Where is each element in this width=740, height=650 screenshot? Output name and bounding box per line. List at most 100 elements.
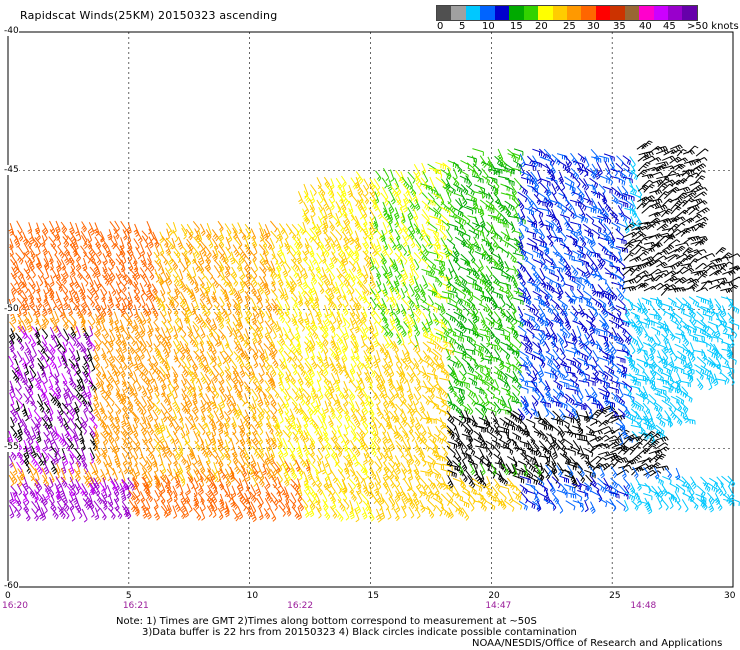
wind-barb: [321, 325, 329, 339]
wind-barb: [297, 365, 306, 377]
wind-barb: [440, 468, 453, 477]
wind-barb: [135, 365, 144, 379]
wind-barb: [507, 490, 514, 504]
wind-barb: [174, 283, 181, 296]
wind-barb: [41, 388, 46, 402]
wind-barb: [246, 486, 252, 500]
wind-barb: [563, 283, 574, 291]
wind-barb: [17, 276, 25, 289]
wind-barb: [99, 481, 106, 494]
time-label: 16:22: [287, 601, 314, 611]
wind-barb: [612, 305, 622, 317]
wind-barb: [258, 372, 264, 384]
wind-barb: [159, 231, 165, 244]
wind-barb: [102, 499, 108, 511]
wind-barb: [702, 356, 714, 368]
wind-barb: [133, 357, 139, 372]
wind-barb: [100, 432, 109, 445]
wind-barb: [10, 403, 17, 417]
wind-barb: [218, 380, 225, 394]
wind-barb: [284, 425, 293, 437]
wind-barb: [708, 264, 723, 270]
wind-barb: [565, 500, 576, 511]
wind-barb: [133, 505, 140, 517]
wind-barb: [309, 492, 318, 505]
wind-barb: [414, 431, 424, 445]
wind-barb: [68, 499, 75, 511]
wind-barb: [674, 245, 686, 253]
wind-barb: [16, 297, 25, 311]
wind-barb: [96, 493, 103, 505]
wind-barb: [303, 445, 310, 457]
wind-barb: [426, 341, 437, 349]
wind-barb: [106, 340, 114, 353]
wind-barb: [350, 408, 358, 422]
wind-barb: [133, 223, 140, 237]
wind-barb: [323, 485, 332, 497]
wind-barb: [86, 295, 96, 308]
wind-barb: [375, 238, 382, 253]
wind-barb: [706, 492, 715, 505]
wind-barb: [609, 212, 619, 225]
wind-barb: [361, 438, 369, 452]
wind-barb: [186, 303, 193, 318]
wind-barb: [236, 313, 243, 327]
wind-barb: [322, 363, 329, 377]
wind-barb: [584, 333, 590, 347]
wind-barb: [161, 461, 167, 475]
wind-barb: [95, 243, 102, 257]
wind-barb: [255, 482, 262, 497]
wind-barb: [654, 393, 667, 402]
wind-barb: [126, 381, 135, 394]
wind-barb: [375, 280, 382, 294]
wind-barb: [415, 416, 422, 431]
wind-barb: [80, 423, 88, 435]
wind-barb: [570, 264, 579, 277]
wind-barb: [381, 186, 389, 201]
wind-barb: [290, 380, 299, 394]
wind-barb: [347, 223, 353, 237]
wind-barb: [389, 438, 395, 452]
wind-barb: [118, 319, 125, 333]
wind-barb: [94, 306, 103, 320]
wind-barb: [43, 431, 50, 444]
wind-barb: [57, 402, 64, 416]
wind-barb: [348, 260, 357, 273]
wind-barb: [35, 491, 44, 503]
wind-barb: [298, 283, 306, 297]
wind-barb: [578, 380, 590, 387]
wind-barb: [322, 320, 329, 333]
wind-barb: [93, 356, 101, 369]
wind-barb: [76, 379, 83, 392]
wind-barb: [363, 257, 372, 270]
wind-barb: [181, 364, 189, 378]
wind-barb: [141, 235, 149, 248]
wind-barb: [102, 253, 108, 266]
wind-barb: [415, 378, 422, 392]
wind-barb: [125, 431, 133, 445]
wind-barb: [211, 229, 219, 242]
wind-barb: [179, 508, 186, 520]
wind-barb: [264, 282, 271, 296]
wind-barb: [572, 490, 583, 502]
wind-barb: [63, 297, 69, 311]
wind-barb: [179, 340, 187, 355]
wind-barb: [343, 317, 351, 329]
wind-barb: [387, 475, 396, 489]
wind-barb: [550, 482, 556, 495]
wind-barb: [394, 182, 402, 196]
wind-barb: [393, 312, 401, 326]
wind-barb: [101, 418, 108, 431]
wind-barb: [565, 349, 576, 357]
wind-barb: [219, 395, 226, 410]
wind-barb: [552, 229, 558, 242]
wind-barb: [362, 500, 370, 512]
wind-barb: [251, 431, 259, 446]
wind-barb: [382, 440, 389, 455]
wind-barb: [147, 236, 154, 249]
wind-barb: [459, 499, 470, 508]
wind-barb: [107, 267, 116, 281]
wind-barb: [50, 334, 58, 349]
wind-barb: [422, 171, 429, 184]
wind-barb: [578, 304, 586, 318]
